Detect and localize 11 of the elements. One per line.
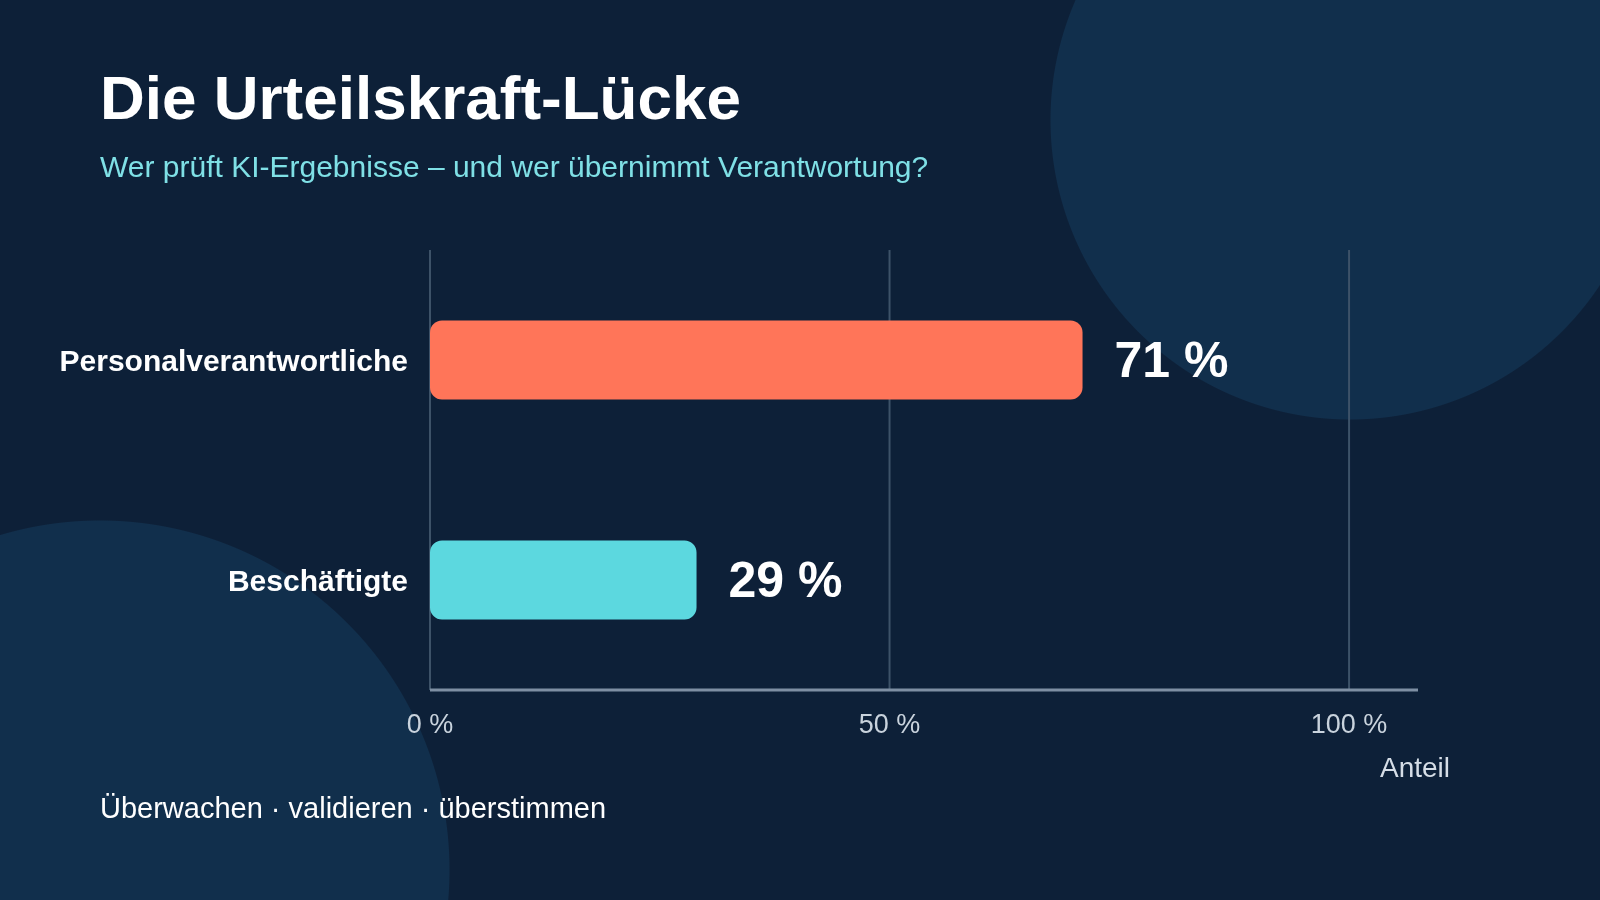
x-tick-label: 50 % (858, 709, 921, 740)
x-tick-label: 0 % (406, 709, 454, 740)
y-tick-label: Beschäftigte (227, 564, 408, 597)
data-label: 71 % (1114, 331, 1229, 388)
text: Überwachen · validieren · überstimmen (100, 792, 607, 825)
x-axis-title: Anteil (1379, 752, 1450, 784)
y-tick-label: Personalverantwortliche (59, 344, 408, 377)
chart-title: Die Urteilskraft-Lücke (100, 62, 741, 133)
x-tick-label: 100 % (1310, 709, 1388, 740)
data-label: 29 % (728, 551, 843, 608)
chart-subtitle: Wer prüft KI-Ergebnisse – und wer übernimmt Verantwortung? (100, 150, 929, 184)
